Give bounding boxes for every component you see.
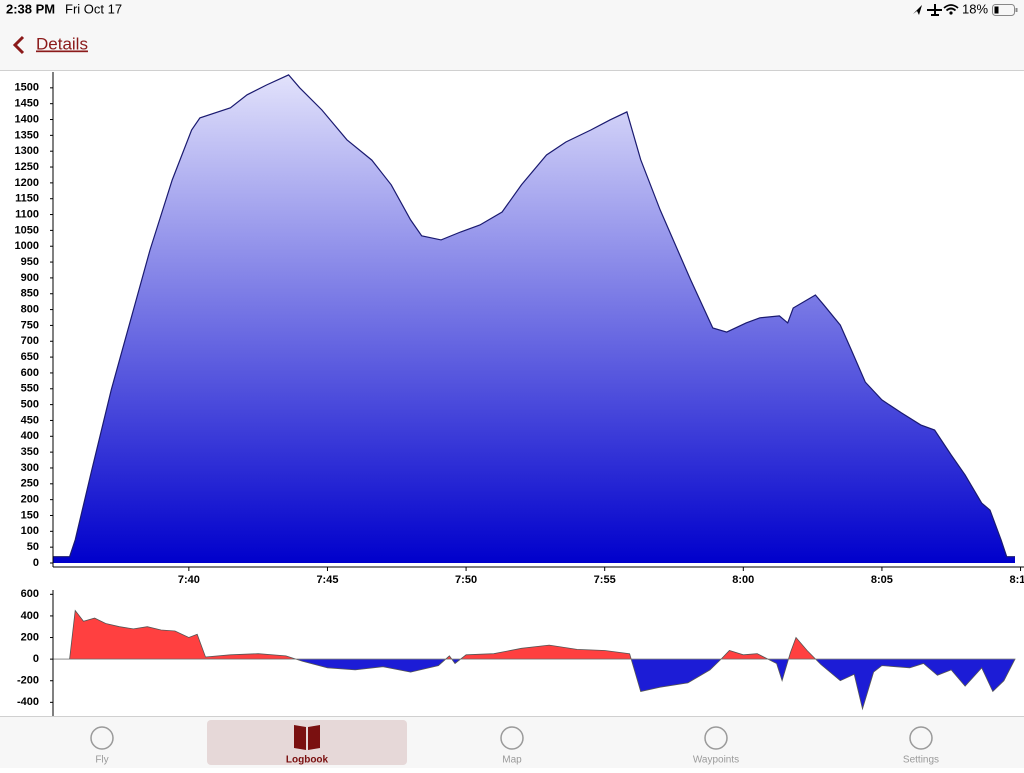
battery-level — [994, 6, 999, 14]
y-tick-label: 400 — [21, 610, 39, 622]
y-tick-label: 800 — [21, 303, 39, 315]
y-tick-label: 600 — [21, 588, 39, 600]
x-tick-label: 8:05 — [871, 574, 893, 586]
tab-label[interactable]: Fly — [95, 755, 108, 766]
y-tick-label: 50 — [27, 541, 39, 553]
y-tick-label: 700 — [21, 335, 39, 347]
y-tick-label: 600 — [21, 367, 39, 379]
altitude-area — [53, 74, 1015, 564]
y-tick-label: 1300 — [15, 145, 39, 157]
wifi-icon — [943, 4, 959, 12]
tab-selected-bg — [207, 720, 407, 765]
y-tick-label: 1000 — [15, 240, 39, 252]
y-tick-label: 1050 — [15, 224, 39, 236]
location-icon — [913, 5, 922, 15]
tab-label[interactable]: Logbook — [286, 755, 329, 766]
y-tick-label: 850 — [21, 288, 39, 300]
y-tick-label: 250 — [21, 478, 39, 490]
tabs: Fly Logbook Map Waypoints Settings — [90, 720, 939, 766]
y-tick-label: 1350 — [15, 129, 39, 141]
x-tick-label: 7:40 — [178, 574, 200, 586]
y-tick-label: 650 — [21, 351, 39, 363]
y-tick-label: 450 — [21, 414, 39, 426]
status-time: 2:38 PM — [6, 1, 55, 16]
tab-bar — [0, 716, 1024, 768]
back-button[interactable]: Details — [36, 34, 88, 53]
y-tick-label: 550 — [21, 383, 39, 395]
tab-icon — [909, 726, 933, 750]
y-tick-label: 750 — [21, 319, 39, 331]
x-tick-label: 8:00 — [732, 574, 754, 586]
x-tick-label: 7:50 — [455, 574, 477, 586]
y-tick-label: 400 — [21, 430, 39, 442]
y-tick-label: -400 — [17, 696, 39, 708]
y-tick-label: 1100 — [15, 208, 39, 220]
wifi-dot — [949, 11, 953, 15]
y-tick-label: 200 — [21, 631, 39, 643]
tab-label[interactable]: Waypoints — [693, 755, 739, 766]
vario-area — [53, 609, 1016, 711]
y-tick-label: 300 — [21, 462, 39, 474]
tab-icon — [704, 726, 728, 750]
altitude-line — [53, 74, 1015, 558]
y-tick-label: 1500 — [15, 82, 39, 94]
tab-label[interactable]: Settings — [903, 755, 939, 766]
y-tick-label: 950 — [21, 256, 39, 268]
y-tick-label: 1250 — [15, 161, 39, 173]
y-tick-label: 0 — [33, 653, 39, 665]
back-chevron[interactable] — [12, 35, 25, 55]
y-tick-label: -200 — [17, 675, 39, 687]
y-tick-label: 900 — [21, 272, 39, 284]
tab-icon — [500, 726, 524, 750]
header-bg — [0, 0, 1024, 70]
y-tick-label: 200 — [21, 494, 39, 506]
y-tick-label: 0 — [33, 557, 39, 569]
charts: 0 50 100 150 200 250 300 350 400 450 500 550 600 650 7… — [15, 72, 1024, 720]
y-tick-label: 1150 — [15, 193, 39, 205]
y-tick-label: 1450 — [15, 98, 39, 110]
y-tick-label: 100 — [21, 525, 39, 537]
tab-icon — [294, 725, 320, 750]
tab-label[interactable]: Map — [502, 755, 522, 766]
y-tick-label: 150 — [21, 509, 39, 521]
battery-text: 18% — [962, 1, 988, 16]
status-date: Fri Oct 17 — [65, 1, 122, 16]
tab-icon — [90, 726, 114, 750]
battery-tip — [1015, 8, 1018, 12]
x-tick-label: 7:45 — [316, 574, 338, 586]
y-tick-label: 1400 — [15, 113, 39, 125]
x-tick-label: 7:55 — [594, 574, 616, 586]
y-tick-label: 500 — [21, 399, 39, 411]
y-tick-label: 1200 — [15, 177, 39, 189]
y-tick-label: 350 — [21, 446, 39, 458]
battery-icon — [992, 4, 1015, 16]
airplane-icon — [927, 4, 942, 16]
x-tick-label: 8:10 — [1010, 574, 1024, 586]
